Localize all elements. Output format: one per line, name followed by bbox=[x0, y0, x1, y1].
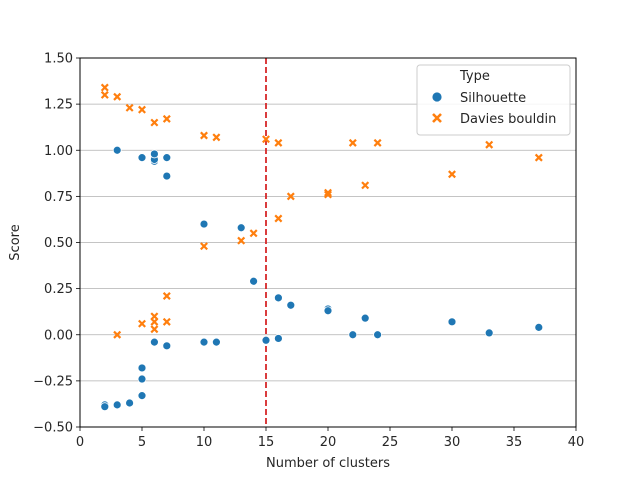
legend-silhouette-marker bbox=[431, 91, 443, 103]
davies-bouldin-point bbox=[162, 317, 171, 326]
silhouette-point bbox=[149, 337, 159, 347]
silhouette-point bbox=[484, 328, 494, 338]
davies-bouldin-point bbox=[274, 138, 283, 147]
silhouette-point bbox=[125, 398, 135, 408]
davies-bouldin-point bbox=[138, 319, 146, 328]
davies-bouldin-point bbox=[100, 83, 109, 92]
davies-bouldin-point bbox=[348, 138, 357, 147]
y-axis-ticks: −0.50 −0.25 0.00 0.25 0.50 0.75 1.00 1.25 1.50 bbox=[33, 52, 80, 436]
silhouette-point bbox=[137, 391, 147, 401]
silhouette-point bbox=[199, 219, 209, 229]
davies-bouldin-point bbox=[162, 292, 171, 300]
silhouette-point bbox=[323, 306, 333, 316]
y-tick-label: 0.50 bbox=[44, 236, 73, 251]
x-tick-label: 20 bbox=[320, 435, 337, 450]
legend-davies-bouldin-label: Davies bouldin bbox=[460, 112, 556, 127]
silhouette-point bbox=[447, 317, 457, 327]
legend: Type Silhouette Davies bouldin bbox=[416, 64, 571, 136]
y-tick-label: −0.50 bbox=[33, 421, 73, 436]
davies-bouldin-point bbox=[113, 92, 122, 101]
davies-bouldin-point bbox=[100, 90, 109, 99]
y-tick-label: 1.25 bbox=[44, 98, 73, 113]
x-tick-label: 10 bbox=[196, 435, 213, 450]
y-tick-label: 1.00 bbox=[44, 144, 73, 159]
silhouette-point bbox=[348, 330, 358, 340]
davies-bouldin-point bbox=[150, 325, 159, 334]
silhouette-point bbox=[137, 153, 147, 163]
x-tick-label: 35 bbox=[506, 435, 523, 450]
davies-bouldin-point bbox=[324, 190, 332, 199]
davies-bouldin-point bbox=[534, 153, 543, 162]
davies-bouldin-point bbox=[485, 140, 494, 149]
y-tick-label: 1.50 bbox=[44, 52, 73, 67]
davies-bouldin-point bbox=[373, 138, 382, 147]
y-axis-label: Score bbox=[8, 224, 23, 260]
silhouette-point bbox=[534, 322, 544, 332]
silhouette-point bbox=[273, 293, 283, 303]
davies-bouldin-point bbox=[286, 192, 295, 201]
davies-bouldin-point bbox=[113, 330, 122, 339]
y-tick-label: 0.00 bbox=[44, 328, 73, 343]
silhouette-point bbox=[286, 300, 296, 310]
x-tick-label: 0 bbox=[76, 435, 84, 450]
silhouette-point bbox=[137, 374, 147, 384]
davies-bouldin-point bbox=[274, 214, 283, 223]
silhouette-point bbox=[162, 341, 172, 351]
davies-bouldin-point bbox=[212, 133, 221, 142]
davies-bouldin-point bbox=[200, 131, 208, 140]
davies-bouldin-point bbox=[237, 236, 246, 245]
silhouette-point bbox=[236, 223, 246, 233]
legend-davies-bouldin-marker bbox=[432, 113, 442, 123]
x-tick-label: 5 bbox=[138, 435, 146, 450]
x-axis-label: Number of clusters bbox=[266, 456, 390, 471]
silhouette-point bbox=[249, 276, 259, 286]
x-axis-ticks: 0 5 10 15 20 25 30 35 40 bbox=[76, 427, 584, 450]
silhouette-point bbox=[273, 334, 283, 343]
silhouette-point bbox=[162, 153, 172, 163]
davies-bouldin-point bbox=[200, 242, 208, 251]
davies-bouldin-point bbox=[162, 114, 171, 123]
y-tick-label: 0.25 bbox=[44, 282, 73, 297]
legend-title: Type bbox=[459, 69, 490, 84]
silhouette-point bbox=[137, 363, 147, 373]
silhouette-point bbox=[373, 330, 383, 340]
silhouette-point bbox=[112, 145, 122, 155]
y-tick-label: −0.25 bbox=[33, 374, 73, 389]
y-tick-label: 0.75 bbox=[44, 190, 73, 205]
davies-bouldin-point bbox=[249, 229, 258, 238]
x-tick-label: 40 bbox=[568, 435, 585, 450]
silhouette-point bbox=[261, 335, 271, 345]
davies-bouldin-point bbox=[262, 135, 270, 144]
x-tick-label: 30 bbox=[444, 435, 461, 450]
silhouette-point bbox=[199, 337, 209, 347]
davies-bouldin-point bbox=[150, 118, 159, 127]
silhouette-point bbox=[211, 337, 221, 347]
davies-bouldin-point bbox=[125, 103, 134, 112]
silhouette-point bbox=[162, 171, 172, 181]
silhouette-point bbox=[112, 400, 122, 410]
davies-bouldin-point bbox=[150, 317, 159, 326]
x-tick-label: 25 bbox=[382, 435, 399, 450]
davies-bouldin-point bbox=[138, 105, 146, 114]
x-tick-label: 15 bbox=[258, 435, 275, 450]
silhouette-point bbox=[149, 149, 159, 159]
legend-silhouette-label: Silhouette bbox=[460, 91, 526, 106]
legend-box bbox=[416, 64, 571, 136]
silhouette-point bbox=[100, 402, 110, 412]
gridlines bbox=[80, 103, 576, 382]
davies-bouldin-point bbox=[361, 181, 370, 190]
davies-bouldin-point bbox=[324, 188, 332, 197]
silhouette-point bbox=[360, 313, 370, 323]
davies-bouldin-point bbox=[448, 170, 456, 179]
data-points bbox=[100, 83, 544, 412]
